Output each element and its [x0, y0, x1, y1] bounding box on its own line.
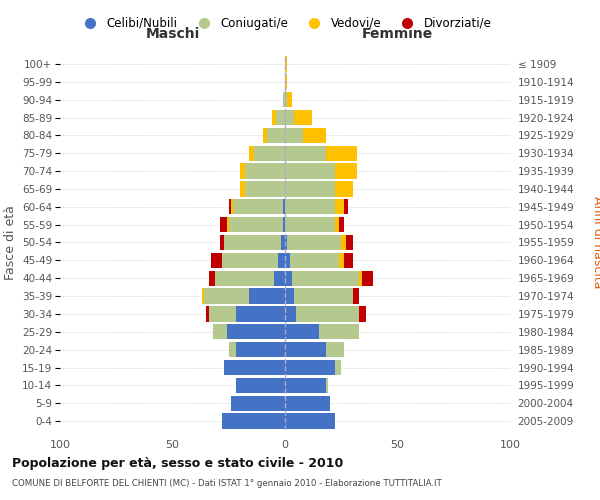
Bar [222, 253, 278, 268]
Bar [224, 235, 281, 250]
Bar [285, 360, 335, 375]
Bar [285, 342, 325, 357]
Bar [283, 92, 285, 107]
Bar [285, 110, 294, 125]
Bar [229, 342, 235, 357]
Text: Popolazione per età, sesso e stato civile - 2010: Popolazione per età, sesso e stato civil… [12, 458, 343, 470]
Y-axis label: Fasce di età: Fasce di età [4, 205, 17, 280]
Bar [271, 110, 276, 125]
Bar [209, 306, 235, 322]
Bar [339, 217, 343, 232]
Bar [285, 288, 294, 304]
Bar [283, 199, 285, 214]
Bar [278, 253, 285, 268]
Bar [231, 396, 285, 411]
Bar [343, 199, 348, 214]
Bar [235, 306, 285, 322]
Bar [206, 306, 209, 322]
Bar [220, 235, 224, 250]
Bar [285, 253, 290, 268]
Bar [335, 199, 343, 214]
Bar [222, 414, 285, 428]
Bar [283, 217, 285, 232]
Bar [325, 378, 328, 393]
Bar [274, 270, 285, 286]
Bar [325, 146, 357, 161]
Bar [213, 324, 227, 340]
Bar [281, 235, 285, 250]
Bar [202, 288, 204, 304]
Y-axis label: Anni di nascita: Anni di nascita [591, 196, 600, 289]
Bar [233, 199, 283, 214]
Bar [339, 253, 343, 268]
Bar [245, 182, 285, 196]
Bar [353, 288, 359, 304]
Bar [285, 396, 330, 411]
Bar [249, 146, 254, 161]
Bar [235, 378, 285, 393]
Bar [231, 199, 233, 214]
Bar [220, 217, 227, 232]
Bar [285, 56, 287, 72]
Bar [235, 342, 285, 357]
Bar [211, 253, 222, 268]
Bar [359, 306, 366, 322]
Bar [227, 217, 229, 232]
Bar [285, 146, 325, 161]
Bar [287, 92, 292, 107]
Bar [294, 288, 353, 304]
Bar [285, 235, 287, 250]
Bar [319, 324, 359, 340]
Bar [303, 128, 325, 143]
Bar [285, 128, 303, 143]
Bar [343, 253, 353, 268]
Text: Maschi: Maschi [145, 26, 200, 40]
Bar [240, 182, 245, 196]
Bar [346, 235, 353, 250]
Bar [359, 270, 361, 286]
Bar [285, 199, 335, 214]
Bar [227, 324, 285, 340]
Bar [229, 199, 231, 214]
Bar [209, 270, 215, 286]
Bar [285, 217, 335, 232]
Bar [294, 110, 312, 125]
Bar [341, 235, 346, 250]
Bar [287, 235, 341, 250]
Bar [285, 182, 335, 196]
Bar [285, 74, 287, 90]
Bar [245, 164, 285, 178]
Bar [335, 164, 357, 178]
Bar [335, 217, 339, 232]
Bar [292, 270, 359, 286]
Bar [215, 270, 274, 286]
Bar [325, 342, 343, 357]
Bar [276, 110, 285, 125]
Bar [254, 146, 285, 161]
Bar [285, 92, 287, 107]
Bar [335, 360, 341, 375]
Bar [267, 128, 285, 143]
Legend: Celibi/Nubili, Coniugati/e, Vedovi/e, Divorziati/e: Celibi/Nubili, Coniugati/e, Vedovi/e, Di… [74, 12, 496, 34]
Bar [290, 253, 339, 268]
Bar [224, 360, 285, 375]
Bar [285, 164, 335, 178]
Bar [285, 378, 325, 393]
Bar [263, 128, 267, 143]
Bar [204, 288, 249, 304]
Bar [285, 270, 292, 286]
Bar [335, 182, 353, 196]
Bar [229, 217, 283, 232]
Bar [361, 270, 373, 286]
Text: Femmine: Femmine [362, 26, 433, 40]
Bar [249, 288, 285, 304]
Bar [240, 164, 245, 178]
Bar [285, 414, 335, 428]
Bar [296, 306, 359, 322]
Bar [285, 306, 296, 322]
Bar [285, 324, 319, 340]
Text: COMUNE DI BELFORTE DEL CHIENTI (MC) - Dati ISTAT 1° gennaio 2010 - Elaborazione : COMUNE DI BELFORTE DEL CHIENTI (MC) - Da… [12, 479, 442, 488]
